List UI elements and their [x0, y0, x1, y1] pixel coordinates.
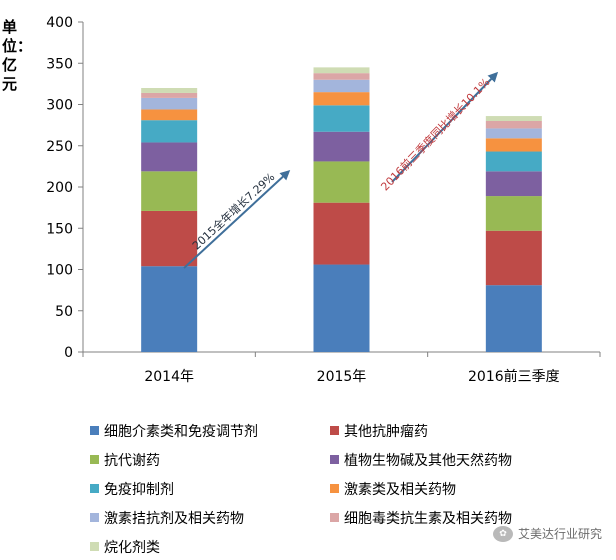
growth-arrow	[391, 71, 499, 183]
legend-label: 烷化剂类	[104, 539, 160, 556]
bar-segment	[313, 79, 370, 93]
legend-label: 激素类及相关药物	[344, 481, 456, 498]
wechat-icon: ✿	[492, 525, 513, 542]
bar-segment	[141, 266, 198, 352]
y-tick-label: 0	[64, 345, 73, 361]
legend-label: 植物生物碱及其他天然药物	[344, 452, 512, 469]
watermark-text: 艾美达行业研究	[517, 527, 602, 541]
legend-swatch	[330, 484, 339, 493]
bar-segment	[313, 92, 370, 106]
legend-swatch	[330, 513, 339, 522]
bar-segment	[485, 116, 542, 121]
bar-segment	[485, 230, 542, 286]
watermark: ✿ 艾美达行业研究	[492, 525, 602, 542]
bar-segment	[313, 105, 370, 132]
legend-item: 激素类及相关药物	[330, 476, 580, 501]
bar-segment	[485, 138, 542, 152]
bar-segment	[485, 151, 542, 172]
x-tick-label: 2015年	[317, 369, 367, 385]
y-tick-label: 350	[46, 56, 73, 72]
bar-segment	[485, 196, 542, 231]
legend-swatch	[330, 455, 339, 464]
legend-item: 激素拮抗剂及相关药物	[90, 505, 330, 530]
legend-label: 其他抗肿瘤药	[344, 423, 428, 440]
growth-annotation: 2015全年增长7.29%	[189, 170, 277, 253]
y-tick-label: 50	[55, 304, 73, 320]
legend-item: 免疫抑制剂	[90, 476, 330, 501]
legend-swatch	[90, 455, 99, 464]
legend-swatch	[90, 426, 99, 435]
bar-segment	[141, 120, 198, 143]
bar-segment	[485, 285, 542, 352]
bar-segment	[141, 92, 198, 98]
legend-label: 抗代谢药	[104, 452, 160, 469]
legend-item: 抗代谢药	[90, 447, 330, 472]
bar-segment	[313, 161, 370, 203]
bar-segment	[485, 128, 542, 139]
y-tick-label: 400	[46, 15, 73, 31]
bar-segment	[141, 88, 198, 93]
chart-area: 0 50 100 150 200 250 300 350 400 2014年 2015年 2016前三…	[46, 15, 601, 385]
growth-arrow	[183, 169, 291, 269]
legend-item: 细胞介素类和免疫调节剂	[90, 418, 330, 443]
legend-swatch	[90, 484, 99, 493]
legend-item: 烷化剂类	[90, 534, 330, 559]
legend-label: 细胞毒类抗生素及相关药物	[344, 510, 512, 527]
legend-swatch	[90, 513, 99, 522]
y-tick-label: 150	[46, 221, 73, 237]
bar-segment	[485, 121, 542, 129]
legend-label: 免疫抑制剂	[104, 481, 174, 498]
bar-segment	[313, 73, 370, 80]
y-tick-label: 200	[46, 180, 73, 196]
bar-segment	[141, 97, 198, 110]
y-tick-label: 100	[46, 263, 73, 279]
legend-item: 植物生物碱及其他天然药物	[330, 447, 580, 472]
x-tick-label: 2014年	[144, 369, 194, 385]
growth-annotation: 2016前三季度同比增长10.1%	[378, 75, 493, 193]
bar-segment	[141, 142, 198, 172]
y-tick-label: 250	[46, 139, 73, 155]
bar-segment	[485, 171, 542, 197]
y-tick-label: 300	[46, 98, 73, 114]
legend-label: 激素拮抗剂及相关药物	[104, 510, 244, 527]
legend: 细胞介素类和免疫调节剂 其他抗肿瘤药 抗代谢药 植物生物碱及其他天然药物 免疫抑制剂 激素…	[90, 418, 580, 559]
x-tick-label: 2016前三季度	[468, 368, 560, 385]
bars	[141, 67, 542, 352]
bar-segment	[313, 131, 370, 162]
legend-item: 其他抗肿瘤药	[330, 418, 580, 443]
bar-segment	[313, 264, 370, 352]
legend-item: 细胞毒类抗生素及相关药物	[330, 505, 580, 530]
bar-segment	[313, 202, 370, 265]
legend-swatch	[90, 542, 99, 551]
legend-swatch	[330, 426, 339, 435]
axes: 0 50 100 150 200 250 300 350 400 2014年 2015年 2016前三…	[46, 15, 601, 385]
bar-segment	[141, 171, 198, 211]
bar-segment	[313, 67, 370, 74]
bar-segment	[141, 109, 198, 121]
legend-label: 细胞介素类和免疫调节剂	[104, 423, 258, 440]
bar-segment	[141, 210, 198, 267]
